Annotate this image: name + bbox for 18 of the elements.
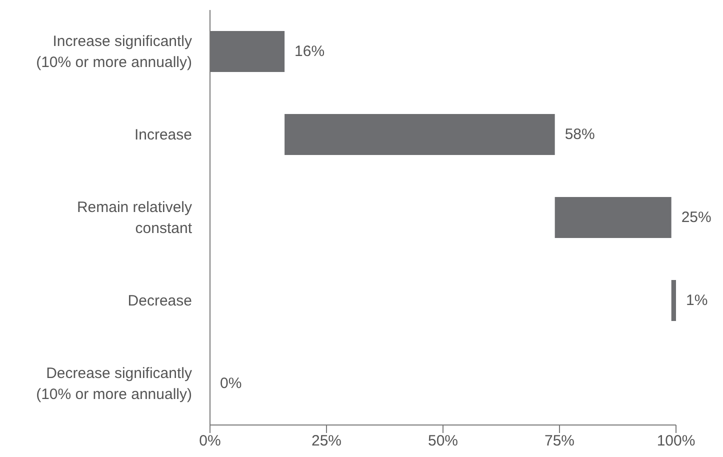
y-tick-label: Remain relatively constant: [76, 198, 193, 236]
x-tick-label: 100%: [656, 432, 696, 450]
y-tick-label: Increase: [134, 126, 192, 143]
y-tick-label: Decrease: [128, 292, 192, 309]
y-tick-label: Decrease significantly (10% or more annually): [36, 364, 192, 402]
x-tick-label: 75%: [544, 432, 575, 450]
x-tick-label: 25%: [311, 432, 342, 450]
data-label: 0%: [220, 375, 242, 392]
data-label: 25%: [681, 209, 712, 226]
bar: [554, 197, 672, 238]
data-label: 16%: [294, 43, 325, 60]
bar: [284, 114, 555, 155]
data-label: 58%: [564, 126, 595, 143]
bar: [671, 280, 676, 321]
x-tick-label: 0%: [199, 432, 221, 450]
data-label: 1%: [686, 292, 708, 309]
y-tick-label: Increase significantly (10% or more annually): [36, 32, 192, 70]
x-tick-label: 50%: [428, 432, 458, 450]
